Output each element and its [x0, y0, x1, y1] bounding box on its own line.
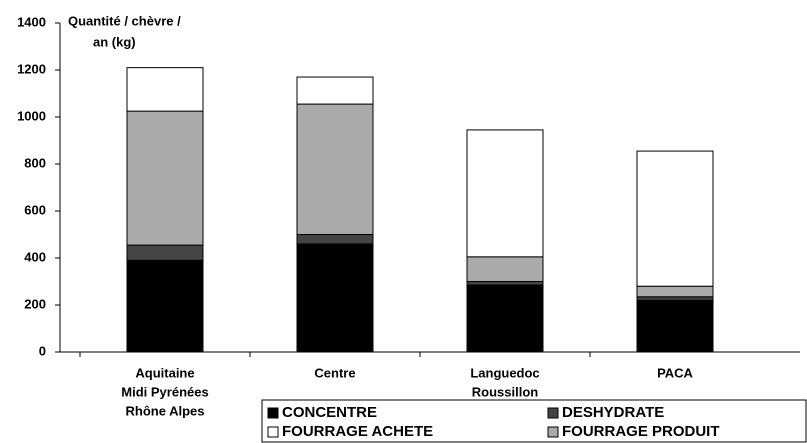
bar-segment	[296, 103, 374, 235]
bar-segment	[126, 67, 204, 112]
bar-segment	[296, 234, 374, 245]
legend-swatch	[547, 407, 559, 419]
x-tick-label: PACA	[657, 365, 693, 380]
legend-label: FOURRAGE ACHETE	[282, 423, 433, 440]
x-tick-label: Centre	[314, 365, 355, 380]
y-tick-label: 1000	[17, 108, 46, 123]
bar-segment	[636, 299, 714, 353]
bar-segment	[636, 150, 714, 287]
legend-swatch	[267, 426, 279, 438]
y-tick-label: 800	[24, 155, 46, 170]
legend-label: FOURRAGE PRODUIT	[562, 423, 720, 440]
bar-segment	[636, 296, 714, 301]
x-tick-label: Languedoc	[470, 365, 539, 380]
bar-segment	[296, 76, 374, 105]
legend-swatch	[547, 426, 559, 438]
bar-segment	[466, 281, 544, 286]
bar-segment	[126, 110, 204, 246]
y-tick-label: 200	[24, 296, 46, 311]
x-tick-label: Rhône Alpes	[126, 403, 205, 418]
y-label: an (kg)	[93, 34, 136, 49]
y-tick-label: 1400	[17, 14, 46, 29]
legend-label: CONCENTRE	[282, 404, 377, 421]
bar-segment	[126, 259, 204, 353]
legend-label: DESHYDRATE	[562, 404, 664, 421]
legend-swatch	[267, 407, 279, 419]
y-label: Quantité / chèvre /	[68, 13, 181, 28]
bar-segment	[466, 256, 544, 283]
y-tick-label: 0	[39, 343, 46, 358]
y-tick-label: 400	[24, 249, 46, 264]
bar-segment	[636, 285, 714, 298]
y-label-bg	[64, 12, 224, 54]
bar-segment	[466, 284, 544, 353]
x-tick-label: Midi Pyrénées	[121, 384, 208, 399]
y-tick-label: 600	[24, 202, 46, 217]
legend-box	[261, 399, 807, 443]
bar-segment	[296, 243, 374, 353]
bar-segment	[126, 244, 204, 261]
x-tick-label: Roussillon	[472, 384, 539, 399]
y-tick-label: 1200	[17, 61, 46, 76]
bar-segment	[466, 129, 544, 258]
x-tick-label: Aquitaine	[135, 365, 194, 380]
